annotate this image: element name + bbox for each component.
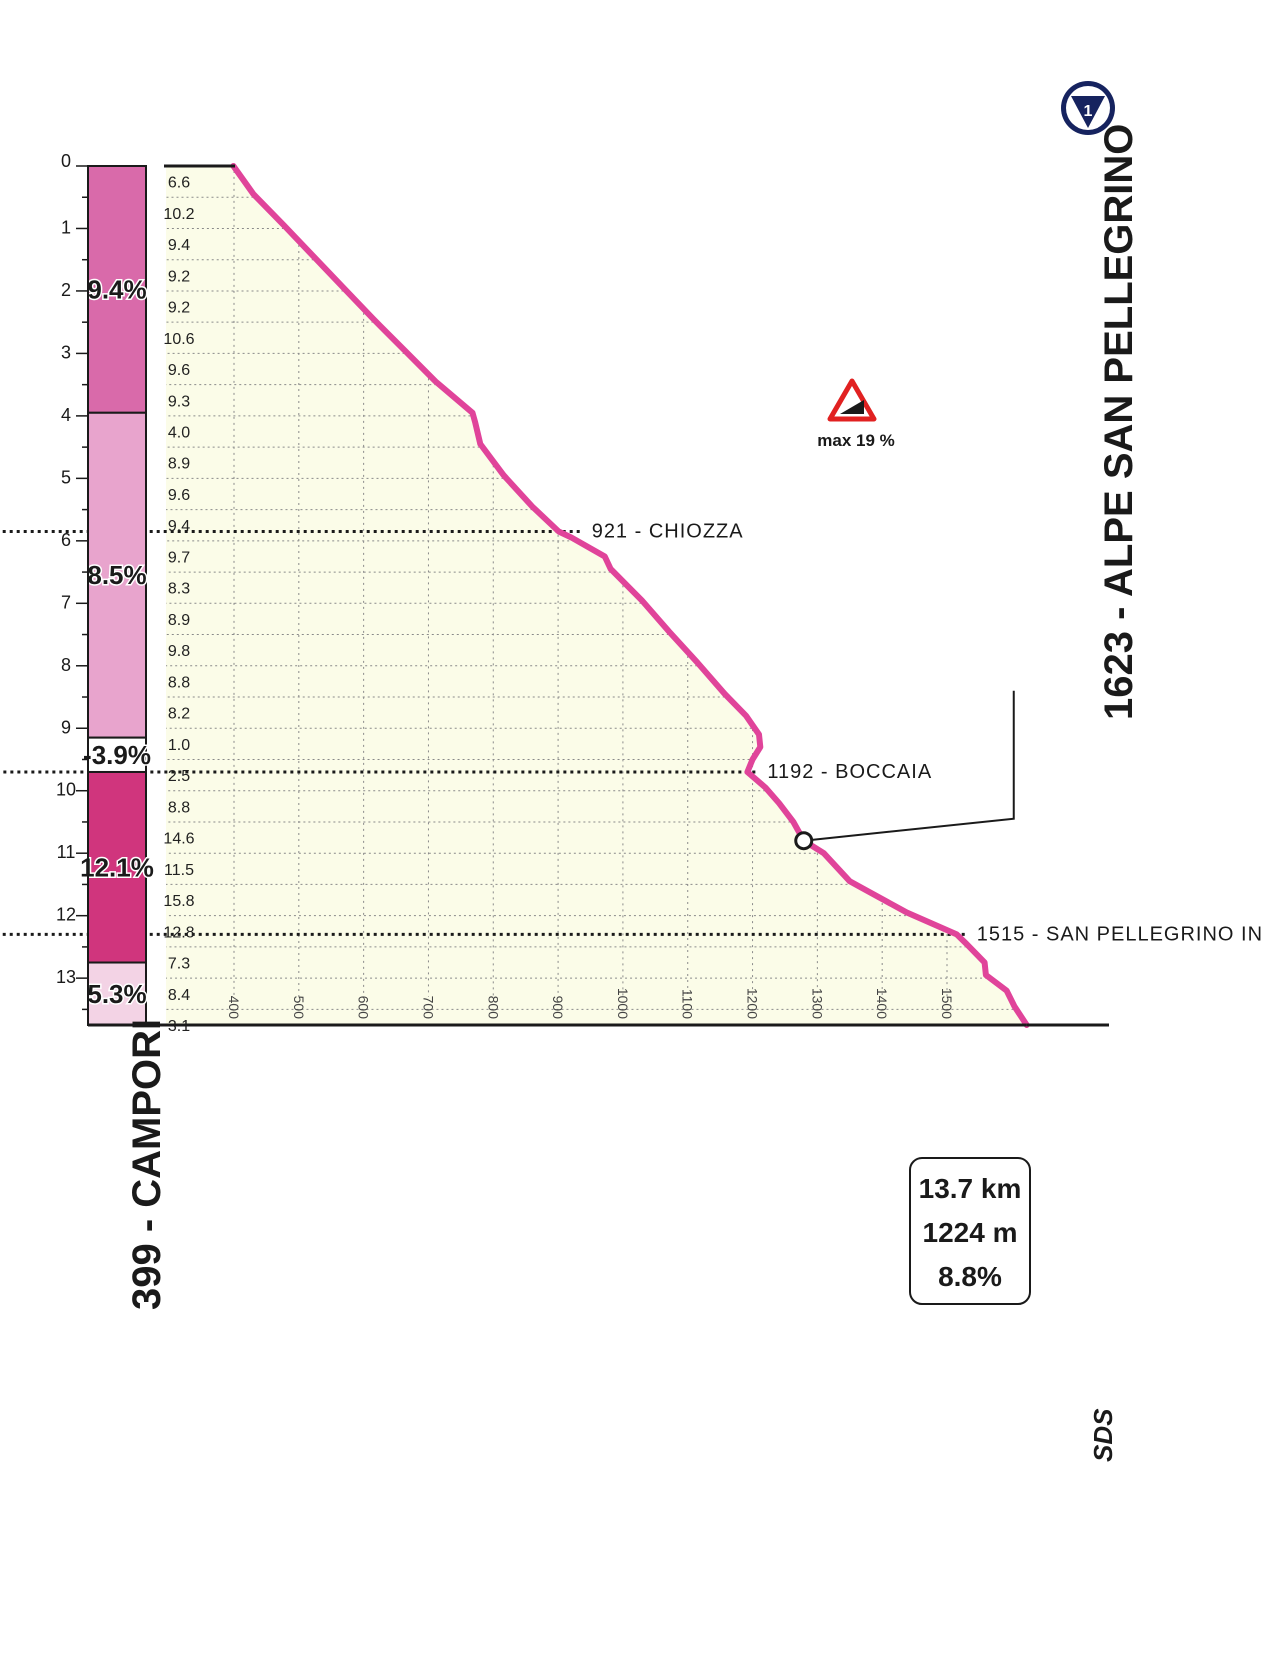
km-gradient-label: 11.5 [164, 862, 194, 879]
distance-tick-label: 5 [61, 467, 71, 487]
waypoint-label: 1192 - BOCCAIA [767, 761, 932, 783]
distance-tick-label: 13 [56, 967, 76, 987]
km-gradient-label: 9.4 [168, 518, 190, 535]
elevation-tick-label: 1500 [939, 988, 955, 1019]
km-gradient-label: 9.7 [168, 549, 190, 566]
gradient-segment-label: 12.1% [80, 852, 154, 882]
profile-area-layer [166, 166, 1027, 1025]
distance-tick-label: 2 [61, 280, 71, 300]
km-gradient-label: 9.2 [168, 300, 190, 317]
elevation-tick-label: 1000 [615, 988, 631, 1019]
km-gradient-label: 6.6 [168, 175, 190, 192]
km-gradient-label: 8.9 [168, 456, 190, 473]
km-gradient-label: 10.6 [163, 331, 194, 348]
elevation-tick-label: 900 [550, 996, 566, 1020]
distance-tick-label: 7 [61, 592, 71, 612]
elevation-tick-label: 1200 [745, 988, 761, 1019]
distance-tick-label: 4 [61, 405, 71, 425]
summary-box: 13.7 km 1224 m 8.8% [909, 1157, 1031, 1305]
km-gradient-label: 8.8 [168, 674, 190, 691]
start-label: 399 - CAMPORI [125, 1019, 169, 1310]
waypoint-label: 1515 - SAN PELLEGRINO IN ALPE [977, 923, 1264, 945]
gradient-segment-label: 5.3% [87, 979, 146, 1009]
gradient-bar-layer: 6.6 10.2 9.4 9.2 9.2 10.6 9.6 9.3 4.0 8.9 9.6 9.4 9.… [79, 165, 195, 1035]
warning-slope [840, 400, 864, 414]
max-gradient-label: max 19 % [817, 431, 895, 450]
gradient-segment-label: 8.5% [87, 560, 146, 590]
km-gradient-label: 9.8 [168, 643, 190, 660]
rotated-plot-group: 400 500 600 700 800 900 1000 1100 1200 1300 1400 15… [0, 151, 1264, 1035]
badge-v-shape [1071, 96, 1105, 128]
gradient-segment-label: 9.4% [87, 274, 146, 304]
finish-label: 1623 - ALPE SAN PELLEGRINO [1097, 124, 1141, 720]
km-gradient-label: 4.0 [168, 425, 190, 442]
elevation-tick-label: 500 [291, 996, 307, 1020]
km-gradient-label: 8.9 [168, 612, 190, 629]
elevation-tick-label: 1300 [809, 988, 825, 1019]
summary-distance: 13.7 km [919, 1173, 1022, 1204]
summary-gradient: 8.8% [938, 1261, 1002, 1292]
waypoints-layer: 921 - CHIOZZA 1192 - BOCCAIA 1515 - SAN PE… [0, 520, 1264, 945]
profile-line-layer [230, 163, 1030, 1028]
km-gradient-label: 8.3 [168, 581, 190, 598]
badge-number: 1 [1084, 103, 1093, 120]
km-gradient-label: 12.8 [163, 924, 194, 941]
distance-tick-label: 8 [61, 655, 71, 675]
km-gradient-label: 8.4 [168, 987, 190, 1004]
distance-tick-label: 10 [56, 780, 76, 800]
distance-tick-label: 0 [61, 151, 71, 171]
km-gradient-label: 7.3 [168, 956, 190, 973]
distance-axis-layer: 0123456789101112130.0005.8509.70012.3001… [56, 151, 89, 1025]
steep-warning-icon [827, 378, 877, 422]
distance-tick-label: 9 [61, 717, 71, 737]
profile-line [230, 163, 1030, 1028]
max-gradient-point [794, 831, 814, 851]
km-gradient-label: 8.2 [168, 706, 190, 723]
elevation-tick-label: 600 [356, 996, 372, 1020]
km-gradient-label: 9.2 [168, 268, 190, 285]
km-gradient-label: 15.8 [163, 893, 194, 910]
elevation-tick-label: 700 [420, 996, 436, 1020]
profile-area [166, 166, 1027, 1025]
finish-v-badge-icon: 1 [1061, 81, 1115, 135]
elevation-tick-label: 400 [226, 996, 242, 1020]
grid-layer: 400 500 600 700 800 900 1000 1100 1200 1300 1400 15… [166, 170, 1014, 1020]
labels-layer [88, 164, 1109, 1027]
km-gradient-label: 1.0 [168, 737, 190, 754]
km-gradient-label: 14.6 [163, 831, 194, 848]
elevation-tick-label: 800 [485, 996, 501, 1020]
km-gradient-label: 9.4 [168, 237, 190, 254]
summary-climb: 1224 m [923, 1217, 1018, 1248]
km-gradient-label: 9.3 [168, 393, 190, 410]
km-gradient-label: 2.5 [168, 768, 190, 785]
km-gradient-label: 9.6 [168, 487, 190, 504]
km-gradient-label: 10.2 [163, 206, 194, 223]
brand-logo: SDS [1088, 1408, 1118, 1462]
elevation-tick-label: 1100 [680, 989, 696, 1019]
distance-tick-label: 3 [61, 342, 71, 362]
km-gradient-label: 8.8 [168, 799, 190, 816]
waypoint-label: 921 - CHIOZZA [592, 520, 744, 542]
gradient-segment-label: -3.9% [83, 740, 151, 770]
max-gradient-leader [803, 690, 1015, 842]
distance-tick-label: 1 [61, 217, 71, 237]
km-gradient-label: 9.6 [168, 362, 190, 379]
summary-box-frame [909, 1157, 1031, 1305]
distance-tick-label: 11 [57, 842, 76, 862]
distance-tick-label: 12 [56, 905, 76, 925]
elevation-tick-label: 1400 [874, 988, 890, 1019]
distance-tick-label: 6 [61, 530, 71, 550]
